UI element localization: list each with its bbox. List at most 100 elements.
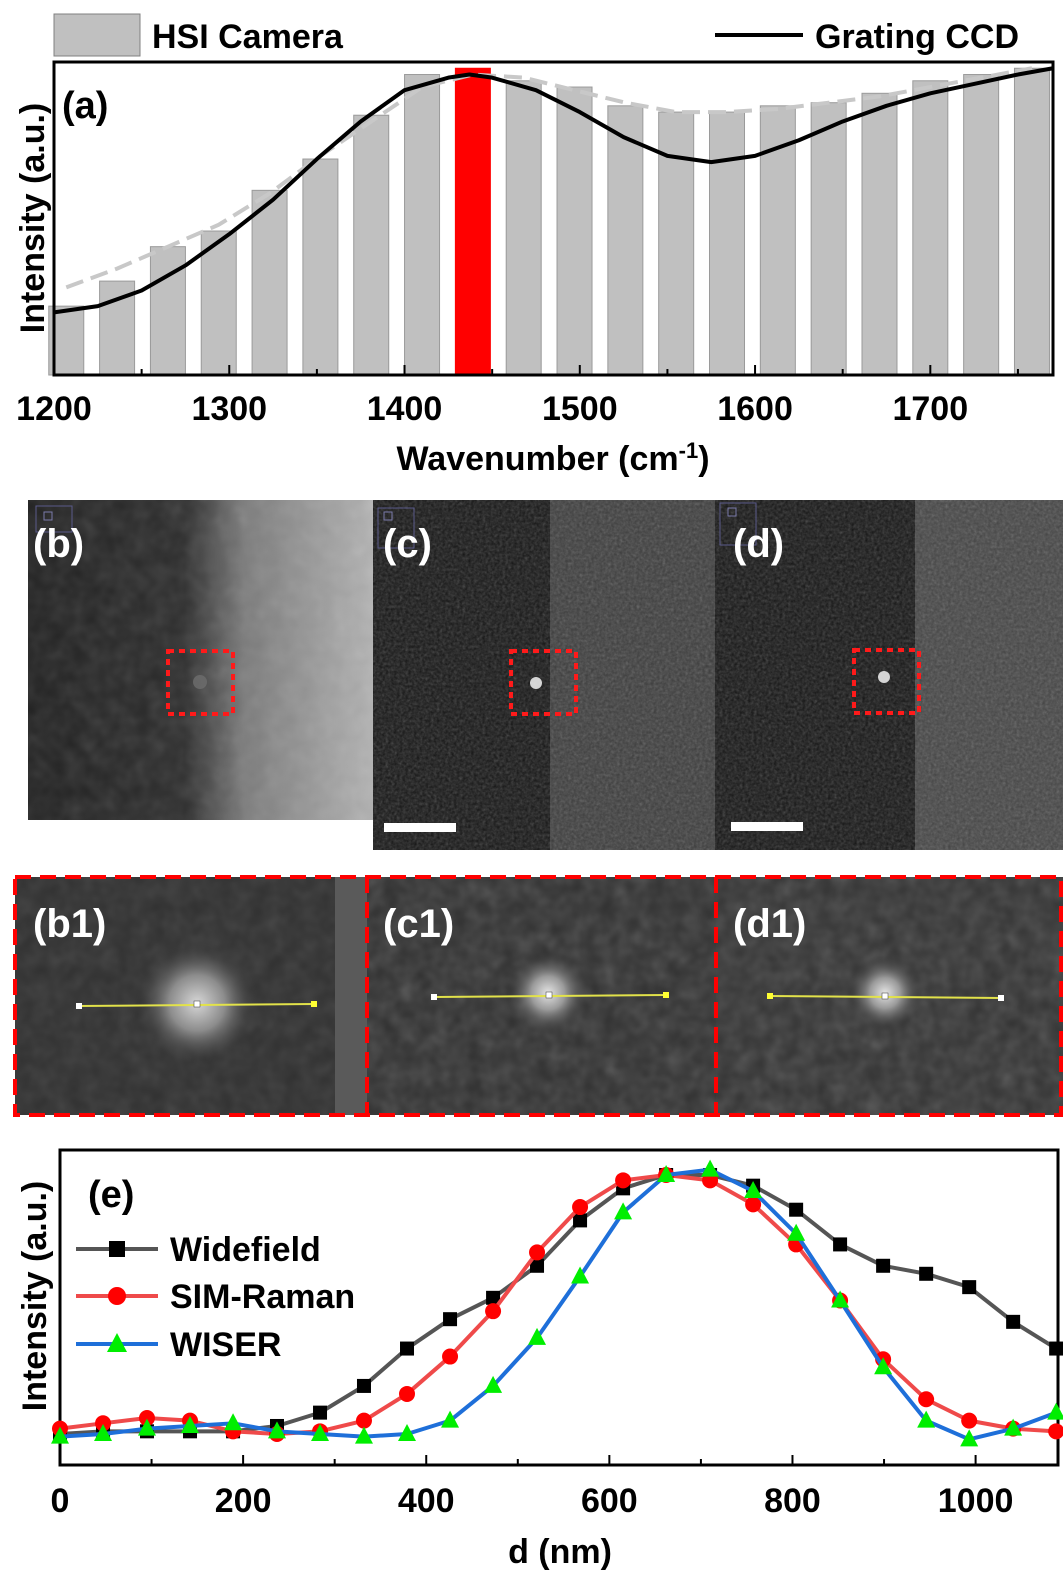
panel-a-label: (a) — [62, 85, 108, 127]
panel-a-tick-label: 1400 — [367, 390, 443, 428]
marker-widefield — [443, 1312, 458, 1327]
marker-wiser — [1004, 1418, 1023, 1436]
marker-widefield — [789, 1202, 804, 1217]
marker-wiser — [354, 1426, 373, 1444]
marker-sim-raman — [1048, 1423, 1063, 1440]
panel-a-frame — [52, 60, 1055, 377]
panel-a-tick-label: 1500 — [542, 390, 618, 428]
marker-wiser — [441, 1410, 460, 1428]
panel-a-spectrum: 1200 1300 1400 1500 1600 1700 (a) HSI Camera … — [14, 13, 1055, 478]
panel-e-ticks: 0 200 400 600 800 1000 — [51, 1455, 1014, 1520]
hsi-bar — [302, 158, 339, 376]
zoom-d1: (d1) — [716, 877, 1063, 1115]
scale-bar-b — [51, 822, 123, 831]
marker-widefield — [573, 1213, 588, 1228]
panel-a-tick-label: 1700 — [892, 390, 968, 428]
hsi-bar — [200, 230, 237, 376]
marker-wiser — [831, 1290, 850, 1308]
zoom-c1: (c1) — [367, 877, 716, 1115]
panel-a-ticks: 1200 1300 1400 1500 1600 1700 — [16, 365, 1019, 428]
panel-d-label: (d) — [733, 522, 784, 566]
marker-sim-raman — [138, 1409, 155, 1426]
hsi-bar — [607, 105, 644, 376]
roi-box-c — [509, 649, 578, 716]
marker-wiser — [701, 1159, 720, 1177]
hsi-dashed-fit — [65, 66, 1033, 290]
panel-e-tick-label: 400 — [398, 1482, 455, 1520]
legend-swatch-hsi — [53, 13, 141, 57]
marker-wiser — [311, 1423, 330, 1441]
legend-marker-square — [109, 1241, 125, 1257]
legend-label-wiser: WISER — [170, 1326, 281, 1364]
panel-a-tick-label: 1600 — [717, 390, 793, 428]
marker-widefield — [1049, 1341, 1063, 1356]
series-line-wiser — [59, 1167, 1057, 1442]
panel-a-axes — [52, 60, 1055, 377]
image-d-wiser: (d) — [715, 500, 1063, 850]
hsi-bars — [48, 67, 1050, 376]
marker-sim-raman — [615, 1172, 632, 1189]
panel-e-tick-label: 1000 — [938, 1482, 1014, 1520]
hsi-bar — [861, 92, 898, 376]
zoom-frame — [13, 875, 1063, 1117]
marker-wiser — [484, 1375, 503, 1393]
marker-wiser — [181, 1415, 200, 1433]
legend-marker-circle — [108, 1287, 126, 1305]
marker-wiser — [1047, 1402, 1063, 1420]
marker-wiser — [614, 1202, 633, 1220]
panel-e-tick-label: 800 — [764, 1482, 821, 1520]
marker-wiser — [267, 1421, 286, 1439]
hsi-bar — [658, 111, 695, 376]
marker-wiser — [787, 1223, 806, 1241]
marker-sim-raman — [355, 1412, 372, 1429]
roi-box-d — [852, 648, 921, 715]
scale-bar-d — [731, 822, 803, 831]
panel-e-tick-label: 0 — [51, 1482, 70, 1520]
marker-widefield — [1006, 1314, 1021, 1329]
hsi-bar — [912, 80, 949, 376]
panel-a-tick-label: 1200 — [16, 390, 92, 428]
marker-wiser — [744, 1181, 763, 1199]
hsi-fit-line — [65, 66, 1033, 290]
panel-b-label: (b) — [33, 522, 84, 566]
hsi-bar — [404, 74, 441, 376]
grating-ccd-path — [53, 66, 1054, 315]
legend-label-widefield: Widefield — [170, 1231, 321, 1269]
marker-wiser — [571, 1266, 590, 1284]
grating-ccd-line — [53, 66, 1054, 315]
marker-wiser — [657, 1165, 676, 1182]
image-c-sim: (c) — [373, 500, 715, 850]
panel-e-ylabel: Intensity (a.u.) — [16, 1181, 54, 1411]
marker-sim-raman — [529, 1244, 546, 1261]
panel-a-tick-label: 1300 — [191, 390, 267, 428]
legend-hsi-label: HSI Camera — [152, 18, 344, 56]
marker-sim-raman — [485, 1303, 502, 1320]
hsi-bar — [353, 114, 390, 376]
zoom-b1: (b1) — [15, 877, 367, 1115]
image-row-bcd: (b) (c) (d) — [28, 500, 1063, 850]
marker-sim-raman — [961, 1412, 978, 1429]
hsi-bar — [149, 246, 186, 376]
marker-widefield — [919, 1266, 934, 1281]
panel-b1-label: (b1) — [33, 902, 106, 946]
marker-wiser — [94, 1423, 113, 1441]
panel-a-ylabel: Intensity (a.u.) — [14, 103, 52, 333]
marker-wiser — [917, 1410, 936, 1428]
marker-widefield — [400, 1341, 415, 1356]
scale-bar-c — [384, 823, 456, 832]
panel-e-legend: Widefield SIM-Raman WISER — [76, 1231, 355, 1364]
panel-e-profiles: 0 200 400 600 800 1000 (e) Widefield SIM-Raman… — [16, 1148, 1063, 1571]
marker-sim-raman — [399, 1385, 416, 1402]
panel-d1-label: (d1) — [733, 902, 806, 946]
marker-widefield — [356, 1378, 371, 1393]
hsi-bar — [251, 189, 288, 376]
marker-wiser — [224, 1413, 243, 1431]
hsi-bar — [505, 80, 542, 376]
marker-wiser — [528, 1327, 547, 1345]
marker-widefield — [876, 1258, 891, 1273]
marker-sim-raman — [745, 1196, 762, 1213]
marker-wiser — [874, 1357, 893, 1375]
roi-box-b — [166, 649, 235, 716]
panel-e-series — [51, 1159, 1063, 1447]
